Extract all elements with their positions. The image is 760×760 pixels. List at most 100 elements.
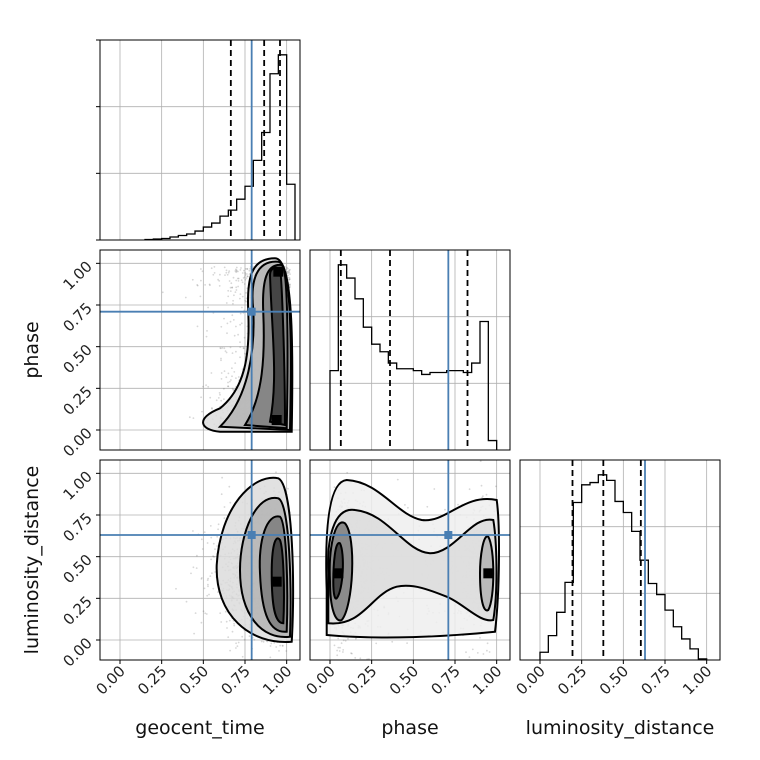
sample-point xyxy=(206,579,209,581)
sample-point xyxy=(246,268,249,270)
sample-point xyxy=(482,653,485,655)
sample-point xyxy=(231,387,234,390)
sample-point xyxy=(232,389,235,391)
sample-point xyxy=(212,555,215,557)
sample-point xyxy=(239,323,242,326)
sample-point xyxy=(214,548,216,550)
sample-point xyxy=(270,642,273,645)
sample-point xyxy=(223,317,225,320)
x-label-phase: phase xyxy=(381,717,438,739)
sample-point xyxy=(244,268,247,270)
sample-point xyxy=(221,347,224,349)
sample-point xyxy=(235,286,238,289)
sample-point xyxy=(219,273,221,276)
sample-point xyxy=(245,277,248,279)
sample-point xyxy=(228,270,231,272)
sample-point xyxy=(336,649,338,652)
sample-point xyxy=(200,268,202,270)
y-tick-label-luminosity_distance: 0.25 xyxy=(59,592,95,628)
sample-point xyxy=(220,357,222,360)
sample-point xyxy=(230,282,233,285)
panel-content xyxy=(310,460,510,669)
sample-point xyxy=(337,637,340,640)
x-tick-label-phase: 0.25 xyxy=(344,662,380,698)
sample-point xyxy=(460,667,462,669)
sample-point xyxy=(217,523,220,526)
sample-point xyxy=(203,587,206,590)
sample-point xyxy=(205,613,208,615)
sample-point xyxy=(227,295,230,298)
sample-point xyxy=(240,267,242,269)
sample-point xyxy=(190,572,192,575)
sample-point xyxy=(225,271,228,274)
sample-point xyxy=(279,644,281,647)
sample-point xyxy=(223,347,226,350)
sample-point xyxy=(433,488,436,490)
sample-point xyxy=(196,284,199,286)
sample-point xyxy=(220,359,222,362)
histogram-phase xyxy=(329,264,498,450)
sample-point xyxy=(231,367,233,370)
sample-point xyxy=(235,289,238,291)
sample-point xyxy=(219,347,222,349)
sample-point xyxy=(241,281,244,284)
sample-point xyxy=(161,291,164,294)
sample-point xyxy=(488,651,491,653)
sample-point xyxy=(209,575,212,577)
sample-point xyxy=(201,410,203,413)
sample-point xyxy=(233,371,236,373)
sample-point xyxy=(191,278,194,281)
sample-point xyxy=(226,322,229,325)
histogram-luminosity_distance xyxy=(539,474,708,660)
sample-point xyxy=(236,277,239,280)
sample-point xyxy=(288,269,290,272)
sample-point xyxy=(209,396,212,399)
sample-point xyxy=(210,558,213,561)
sample-point xyxy=(457,503,459,506)
sample-point xyxy=(249,267,252,270)
x-tick-label-geocent_time: 0.25 xyxy=(134,662,170,698)
sample-point xyxy=(235,377,237,379)
sample-point xyxy=(223,506,226,508)
truth-marker xyxy=(247,307,256,316)
sample-point xyxy=(224,350,227,352)
sample-point xyxy=(235,279,238,282)
sample-point xyxy=(227,385,230,388)
sample-point xyxy=(200,279,202,282)
sample-point xyxy=(235,350,237,353)
sample-point xyxy=(204,612,207,615)
sample-point xyxy=(213,556,215,558)
sample-point xyxy=(241,635,244,638)
sample-point xyxy=(227,271,230,274)
sample-point xyxy=(231,352,234,354)
sample-point xyxy=(213,272,216,274)
sample-point xyxy=(227,372,230,375)
sample-point xyxy=(288,271,291,274)
sample-point xyxy=(230,379,232,381)
contour-2 xyxy=(238,496,292,638)
sample-point xyxy=(288,276,291,279)
sample-point xyxy=(426,505,429,508)
sample-point xyxy=(287,274,289,277)
contour-3 xyxy=(327,508,498,625)
sample-point xyxy=(481,496,483,499)
density-peak-1 xyxy=(483,568,494,579)
sample-point xyxy=(242,277,245,279)
sample-point xyxy=(218,285,221,287)
sample-point xyxy=(243,336,246,339)
sample-point xyxy=(231,314,234,317)
sample-point xyxy=(229,346,232,349)
contour-1 xyxy=(258,515,289,633)
y-tick-label-luminosity_distance: 0.00 xyxy=(59,634,95,670)
sample-point xyxy=(333,644,336,647)
x-tick-label-luminosity_distance: 0.75 xyxy=(637,662,673,698)
sample-point xyxy=(218,280,221,282)
sample-point xyxy=(342,649,345,651)
sample-point xyxy=(286,266,288,269)
truth-marker xyxy=(247,531,256,539)
sample-point xyxy=(246,267,249,270)
sample-point xyxy=(233,294,235,297)
panel-frame xyxy=(99,39,301,241)
sample-point xyxy=(241,306,243,309)
sample-point xyxy=(354,637,357,640)
